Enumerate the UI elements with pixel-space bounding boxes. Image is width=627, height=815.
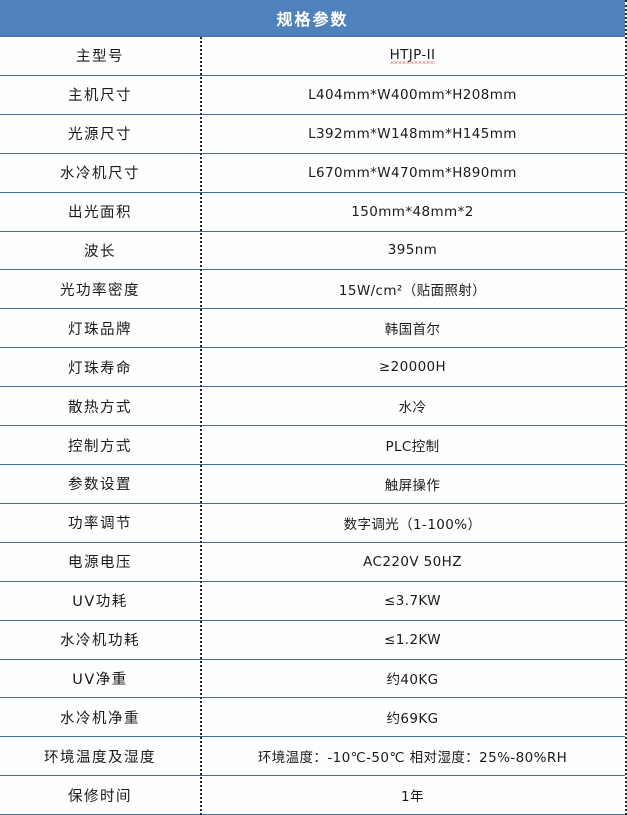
row-value-text: ≤1.2KW xyxy=(384,631,441,648)
row-label: 水冷机功耗 xyxy=(60,633,140,650)
table-row: 保修时间 1年 xyxy=(0,776,625,815)
table-row: 光功率密度 15W/cm²（贴面照射） xyxy=(0,270,625,310)
row-label: 主型号 xyxy=(76,49,124,66)
table-row: 电源电压 AC220V 50HZ xyxy=(0,542,625,582)
row-value: HTJP-II xyxy=(200,37,625,75)
table-row: UV功耗 ≤3.7KW xyxy=(0,581,625,621)
table-row: 主机尺寸 L404mm*W400mm*H208mm xyxy=(0,75,625,115)
row-label: 灯珠寿命 xyxy=(68,360,132,377)
table-row: 控制方式 PLC控制 xyxy=(0,426,625,465)
row-value: AC220V 50HZ xyxy=(200,543,625,581)
row-value-text: 395nm xyxy=(387,242,438,259)
row-value-text: L670mm*W470mm*H890mm xyxy=(308,164,517,181)
row-value: 环境温度：-10℃-50℃ 相对湿度：25%-80%RH xyxy=(200,737,625,775)
row-label: 控制方式 xyxy=(68,438,132,455)
row-value: 约40KG xyxy=(200,660,625,698)
row-label: 主机尺寸 xyxy=(68,88,132,105)
table-row: 灯珠品牌 韩国首尔 xyxy=(0,309,625,349)
table-row: 波长 395nm xyxy=(0,231,625,271)
row-value-text: 1年 xyxy=(401,789,424,806)
row-value-text: L392mm*W148mm*H145mm xyxy=(308,125,517,142)
table-row: 水冷机尺寸 L670mm*W470mm*H890mm xyxy=(0,153,625,193)
table-title: 规格参数 xyxy=(276,10,349,29)
row-value-text: AC220V 50HZ xyxy=(363,553,462,570)
table-row: 水冷机净重 约69KG xyxy=(0,698,625,738)
row-label: 灯珠品牌 xyxy=(68,321,132,338)
row-value: 约69KG xyxy=(200,698,625,736)
row-value: ≥20000H xyxy=(200,348,625,386)
table-row: 功率调节 数字调光（1-100%） xyxy=(0,503,625,543)
row-label: 出光面积 xyxy=(68,205,132,222)
table-row: 光源尺寸 L392mm*W148mm*H145mm xyxy=(0,114,625,154)
row-value: PLC控制 xyxy=(200,426,625,464)
row-value-text: ≥20000H xyxy=(378,359,447,376)
table-row: 参数设置 触屏操作 xyxy=(0,464,625,504)
row-value: 数字调光（1-100%） xyxy=(200,504,625,542)
row-label: UV净重 xyxy=(72,671,128,688)
row-value-text: HTJP-II xyxy=(389,47,436,64)
table-row: 环境温度及湿度 环境温度：-10℃-50℃ 相对湿度：25%-80%RH xyxy=(0,737,625,777)
row-value: ≤1.2KW xyxy=(200,621,625,659)
row-label: 参数设置 xyxy=(68,477,132,494)
table-header: 规格参数 xyxy=(0,0,625,36)
row-value: L404mm*W400mm*H208mm xyxy=(200,76,625,114)
row-label: 水冷机净重 xyxy=(60,710,140,727)
row-label: 环境温度及湿度 xyxy=(44,749,156,766)
row-value: 触屏操作 xyxy=(200,465,625,503)
row-label: 光功率密度 xyxy=(60,282,140,299)
row-value-text: ≤3.7KW xyxy=(384,592,441,609)
row-value: 150mm*48mm*2 xyxy=(200,193,625,231)
table-row: UV净重 约40KG xyxy=(0,659,625,699)
row-value-text: PLC控制 xyxy=(385,439,440,456)
row-label: 功率调节 xyxy=(68,516,132,533)
row-label: 水冷机尺寸 xyxy=(60,166,140,183)
row-value: 1年 xyxy=(200,776,625,814)
table-row: 散热方式 水冷 xyxy=(0,387,625,427)
table-row: 灯珠寿命 ≥20000H xyxy=(0,348,625,388)
row-label: 电源电压 xyxy=(68,555,132,572)
table-body: 主型号 HTJP-II 主机尺寸 L404mm*W400mm*H208mm 光源尺寸 L3… xyxy=(0,36,625,815)
row-value-text: 韩国首尔 xyxy=(384,322,441,339)
row-value: ≤3.7KW xyxy=(200,582,625,620)
row-value: 水冷 xyxy=(200,387,625,425)
row-label: 光源尺寸 xyxy=(68,127,132,144)
row-value-text: 水冷 xyxy=(398,400,427,417)
row-value-text: 约40KG xyxy=(386,672,439,689)
row-value: L392mm*W148mm*H145mm xyxy=(200,115,625,153)
row-value-text: 约69KG xyxy=(386,711,439,728)
row-value-text: 环境温度：-10℃-50℃ 相对湿度：25%-80%RH xyxy=(257,750,568,767)
row-value-text: 150mm*48mm*2 xyxy=(351,203,474,220)
row-label: 波长 xyxy=(84,243,116,260)
table-row: 主型号 HTJP-II xyxy=(0,37,625,76)
table-row: 出光面积 150mm*48mm*2 xyxy=(0,192,625,232)
row-label: 散热方式 xyxy=(68,399,132,416)
row-label: UV功耗 xyxy=(72,594,128,611)
row-label: 保修时间 xyxy=(68,788,132,805)
row-value: 15W/cm²（贴面照射） xyxy=(200,270,625,308)
row-value: 韩国首尔 xyxy=(200,309,625,347)
row-value: 395nm xyxy=(200,232,625,270)
row-value-text: 触屏操作 xyxy=(384,477,441,494)
row-value-text: L404mm*W400mm*H208mm xyxy=(308,86,517,103)
table-row: 水冷机功耗 ≤1.2KW xyxy=(0,620,625,660)
row-value-text: 15W/cm²（贴面照射） xyxy=(338,283,487,300)
row-value-text: 数字调光（1-100%） xyxy=(343,516,482,533)
row-value: L670mm*W470mm*H890mm xyxy=(200,154,625,192)
